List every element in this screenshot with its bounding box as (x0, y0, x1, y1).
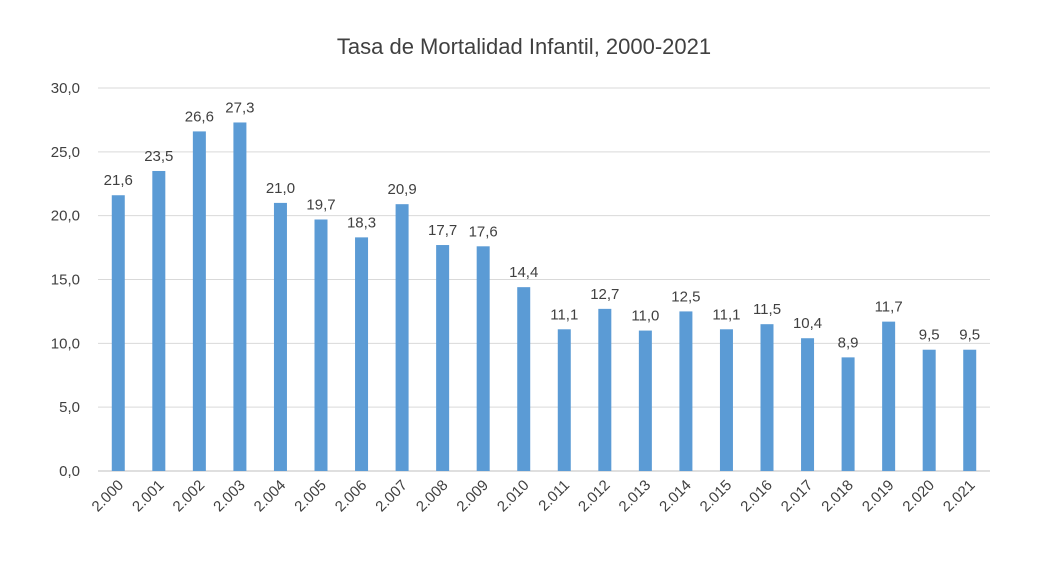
bar (233, 122, 247, 471)
x-tick-label: 2.010 (494, 477, 533, 516)
x-tick-label: 2.018 (818, 477, 857, 516)
y-tick-label: 10,0 (51, 335, 80, 352)
x-axis-ticks: 2.000 2.001 2.002 2.003 2.004 2.005 2.006 2.007… (89, 477, 979, 516)
bar (760, 324, 774, 471)
bar (922, 349, 936, 471)
chart-title: Tasa de Mortalidad Infantil, 2000-2021 (337, 34, 711, 59)
data-labels: 21,6 23,5 26,6 27,3 21,0 19,7 18,3 20,9 17,7 17,6… (104, 99, 980, 351)
gridlines (98, 87, 990, 472)
bar (557, 329, 571, 471)
x-tick-label: 2.020 (899, 477, 938, 516)
bar (963, 349, 977, 471)
x-tick-label: 2.007 (372, 477, 411, 516)
x-tick-label: 2.019 (859, 477, 898, 516)
data-label: 26,6 (185, 108, 214, 125)
bar (638, 330, 652, 471)
y-axis-ticks: 0,0 5,0 10,0 15,0 20,0 25,0 30,0 (51, 80, 80, 480)
x-tick-label: 2.014 (656, 477, 695, 516)
x-tick-label: 2.005 (291, 477, 330, 516)
data-label: 18,3 (347, 214, 376, 231)
x-tick-label: 2.013 (616, 477, 655, 516)
bar (517, 287, 531, 471)
data-label: 17,6 (469, 223, 498, 240)
bar (395, 204, 409, 471)
x-tick-label: 2.012 (575, 477, 614, 516)
x-tick-label: 2.002 (170, 477, 209, 516)
y-tick-label: 15,0 (51, 272, 80, 289)
bar (355, 237, 369, 471)
data-label: 21,6 (104, 172, 133, 189)
y-tick-label: 30,0 (51, 80, 80, 97)
x-tick-label: 2.001 (129, 477, 168, 516)
bar (192, 131, 206, 471)
bars (111, 122, 977, 472)
y-tick-label: 20,0 (51, 208, 80, 225)
data-label: 11,0 (631, 308, 659, 325)
y-tick-label: 0,0 (59, 463, 80, 480)
data-label: 11,1 (712, 306, 740, 323)
bar (273, 202, 287, 471)
bar (719, 329, 733, 471)
y-tick-label: 25,0 (51, 144, 80, 161)
bar (801, 338, 815, 471)
x-tick-label: 2.017 (778, 477, 817, 516)
x-tick-label: 2.021 (940, 477, 979, 516)
data-label: 11,1 (550, 306, 578, 323)
bar (152, 170, 166, 471)
data-label: 11,5 (753, 301, 781, 318)
bar (598, 308, 612, 471)
x-tick-label: 2.003 (210, 477, 249, 516)
x-tick-label: 2.004 (251, 477, 290, 516)
data-label: 9,5 (919, 327, 940, 344)
bar (314, 219, 328, 471)
data-label: 9,5 (959, 327, 980, 344)
data-label: 12,5 (671, 288, 700, 305)
data-label: 12,7 (590, 286, 619, 303)
bar (111, 195, 125, 472)
data-label: 20,9 (387, 181, 416, 198)
bar (882, 321, 896, 471)
data-label: 23,5 (144, 148, 173, 165)
data-label: 19,7 (306, 196, 335, 213)
x-tick-label: 2.008 (413, 477, 452, 516)
x-tick-label: 2.009 (453, 477, 492, 516)
y-tick-label: 5,0 (59, 399, 80, 416)
data-label: 14,4 (509, 264, 538, 281)
x-tick-label: 2.016 (737, 477, 776, 516)
bar (476, 246, 490, 471)
bar (679, 311, 693, 471)
x-tick-label: 2.000 (89, 477, 128, 516)
bar (841, 357, 855, 471)
x-tick-label: 2.011 (535, 477, 573, 515)
x-tick-label: 2.006 (332, 477, 371, 516)
data-label: 17,7 (428, 222, 457, 239)
data-label: 11,7 (875, 299, 903, 316)
data-label: 10,4 (793, 315, 822, 332)
data-label: 27,3 (225, 99, 254, 116)
data-label: 8,9 (838, 334, 859, 351)
x-tick-label: 2.015 (697, 477, 736, 516)
data-label: 21,0 (266, 180, 295, 197)
bar (436, 245, 450, 471)
